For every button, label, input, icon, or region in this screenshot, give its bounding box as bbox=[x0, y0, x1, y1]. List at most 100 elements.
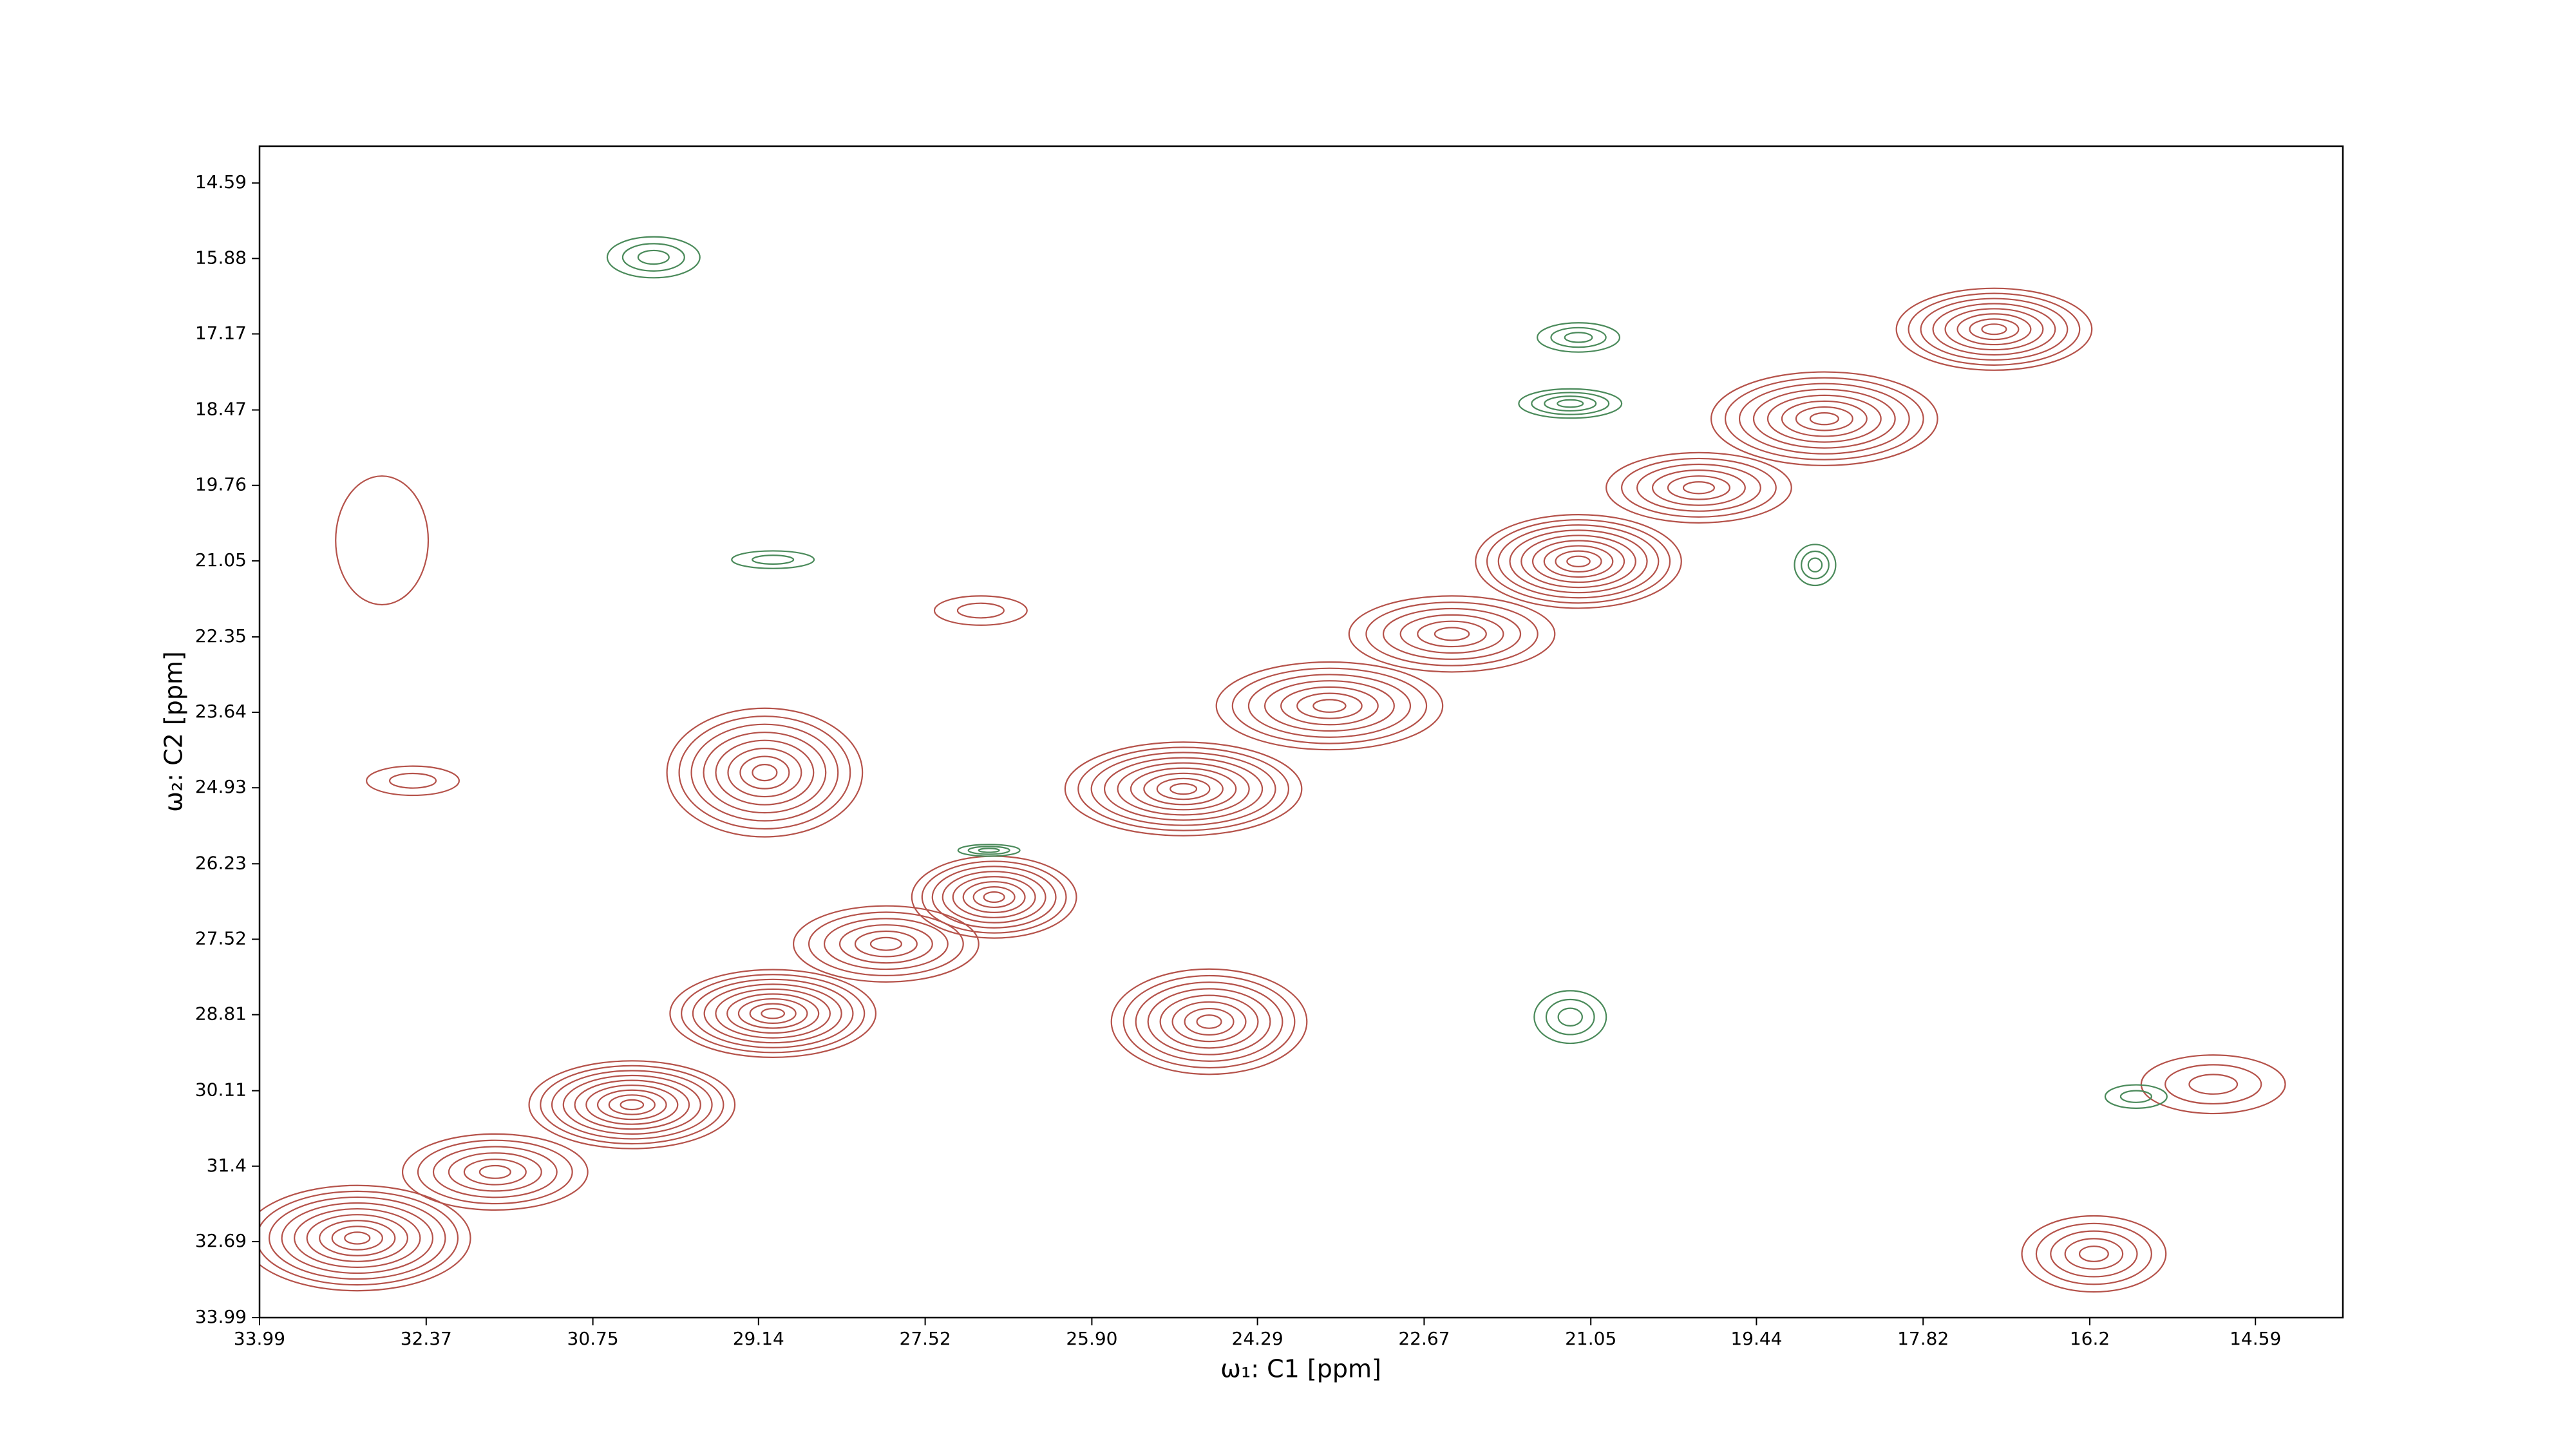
positive-contour bbox=[1531, 540, 1625, 583]
negative-contour bbox=[606, 236, 701, 279]
positive-contour bbox=[1543, 545, 1614, 578]
positive-contour bbox=[1143, 772, 1224, 806]
positive-contour bbox=[678, 715, 851, 830]
positive-contour bbox=[1956, 313, 2032, 346]
x-tick-label: 19.44 bbox=[1730, 1328, 1782, 1349]
positive-contour bbox=[1110, 968, 1308, 1075]
positive-contour bbox=[319, 1220, 396, 1256]
y-tick-label: 30.11 bbox=[195, 1079, 247, 1101]
positive-contour bbox=[1566, 555, 1591, 567]
y-axis-label: ω₂: C2 [ppm] bbox=[160, 651, 188, 812]
positive-contour bbox=[1555, 550, 1602, 573]
positive-contour bbox=[1795, 406, 1853, 431]
positive-contour bbox=[1231, 667, 1428, 744]
positive-contour bbox=[2140, 1054, 2286, 1115]
positive-contour bbox=[727, 748, 802, 798]
positive-contour bbox=[1135, 981, 1283, 1062]
positive-contour bbox=[388, 772, 437, 789]
positive-contour bbox=[268, 1196, 446, 1280]
positive-contour bbox=[1920, 298, 2069, 361]
positive-contour bbox=[669, 969, 877, 1058]
positive-contour bbox=[596, 1089, 667, 1121]
positive-contour bbox=[1475, 514, 1682, 609]
negative-contour bbox=[1794, 544, 1837, 587]
y-tick-label: 24.93 bbox=[195, 776, 247, 797]
y-tick-label: 28.81 bbox=[195, 1003, 247, 1025]
negative-contour bbox=[1531, 392, 1610, 415]
positive-contour bbox=[1781, 400, 1868, 437]
positive-contour bbox=[335, 475, 430, 606]
positive-contour bbox=[1382, 607, 1522, 660]
positive-contour bbox=[869, 936, 902, 951]
positive-contour bbox=[1932, 303, 2056, 356]
positive-contour bbox=[574, 1079, 690, 1130]
positive-contour bbox=[1766, 394, 1882, 443]
positive-contour bbox=[1738, 383, 1910, 455]
positive-contour bbox=[681, 974, 866, 1054]
y-tick-label: 17.17 bbox=[195, 323, 247, 344]
negative-contour bbox=[967, 846, 1010, 855]
positive-contour bbox=[715, 739, 815, 806]
negative-contour bbox=[1807, 557, 1823, 573]
positive-contour bbox=[401, 1133, 589, 1211]
x-tick-label: 21.05 bbox=[1565, 1328, 1616, 1349]
x-tick-label: 14.59 bbox=[2230, 1328, 2281, 1349]
y-tick-label: 14.59 bbox=[195, 171, 247, 193]
positive-contour bbox=[703, 732, 827, 814]
positive-contour bbox=[528, 1060, 736, 1150]
positive-contour bbox=[620, 1099, 645, 1111]
positive-contour bbox=[1752, 388, 1896, 449]
positive-contour bbox=[703, 983, 842, 1044]
positive-contour bbox=[608, 1094, 656, 1115]
y-tick-label: 26.23 bbox=[195, 852, 247, 873]
positive-contour bbox=[761, 1008, 786, 1019]
positive-contour bbox=[1605, 451, 1792, 524]
positive-contour bbox=[933, 595, 1028, 626]
positive-contour bbox=[752, 764, 778, 782]
negative-contour bbox=[957, 844, 1021, 857]
x-tick-label: 25.90 bbox=[1066, 1328, 1117, 1349]
positive-contour bbox=[1196, 1014, 1222, 1029]
positive-contour bbox=[1710, 371, 1938, 466]
positive-contour bbox=[306, 1214, 408, 1262]
positive-contour bbox=[2021, 1215, 2167, 1293]
x-tick-label: 27.52 bbox=[900, 1328, 951, 1349]
positive-contour bbox=[2064, 1238, 2124, 1270]
y-tick-label: 33.99 bbox=[195, 1306, 247, 1327]
negative-contour bbox=[1518, 388, 1623, 419]
positive-contour bbox=[2078, 1245, 2109, 1262]
positive-contour bbox=[1682, 481, 1716, 495]
positive-contour bbox=[1147, 988, 1271, 1056]
negative-contour bbox=[2104, 1084, 2168, 1109]
positive-contour bbox=[281, 1202, 434, 1274]
positive-contour bbox=[956, 602, 1005, 619]
positive-contour bbox=[1981, 323, 2007, 336]
positive-contour bbox=[540, 1065, 724, 1145]
positive-contour bbox=[1122, 974, 1296, 1069]
positive-contour bbox=[1724, 377, 1924, 460]
y-tick-label: 27.52 bbox=[195, 927, 247, 949]
positive-contour bbox=[1621, 457, 1777, 518]
positive-contour bbox=[854, 930, 918, 958]
y-tick-label: 19.76 bbox=[195, 474, 247, 495]
y-tick-label: 21.05 bbox=[195, 549, 247, 571]
positive-contour bbox=[690, 723, 839, 822]
x-tick-label: 32.37 bbox=[401, 1328, 452, 1349]
positive-contour bbox=[739, 755, 790, 790]
positive-contour bbox=[666, 707, 864, 838]
positive-contour bbox=[715, 988, 831, 1039]
positive-contour bbox=[1280, 686, 1379, 726]
negative-contour bbox=[978, 848, 1000, 853]
negative-contour bbox=[1801, 550, 1830, 580]
positive-contour bbox=[838, 924, 933, 964]
positive-contour bbox=[2188, 1074, 2239, 1095]
positive-contour bbox=[962, 881, 1026, 913]
positive-contour bbox=[1636, 463, 1761, 512]
positive-contour bbox=[1184, 1007, 1235, 1036]
positive-contour bbox=[260, 1184, 471, 1292]
positive-contour bbox=[921, 860, 1067, 934]
positive-contour bbox=[463, 1159, 527, 1186]
positive-contour bbox=[585, 1084, 679, 1125]
positive-contour bbox=[1365, 601, 1539, 667]
